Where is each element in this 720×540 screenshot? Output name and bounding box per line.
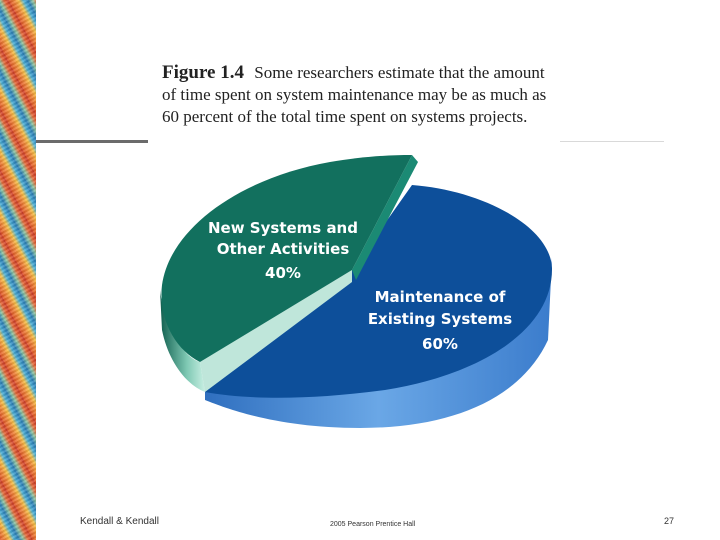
figure-caption: Figure 1.4 Some researchers estimate tha… (162, 62, 582, 128)
pie-slice-new-systems-edge2 (352, 155, 418, 280)
label-maintenance-line2: Existing Systems (368, 310, 512, 328)
divider-rule-right (560, 141, 664, 142)
caption-line-3: 60 percent of the total time spent on sy… (162, 107, 528, 126)
footer-copyright: 2005 Pearson Prentice Hall (330, 521, 416, 528)
label-maintenance-value: 60% (422, 335, 458, 353)
footer-author: Kendall & Kendall (80, 516, 159, 527)
page-number: 27 (664, 516, 675, 526)
label-new-systems-line1: New Systems and (208, 219, 358, 237)
label-maintenance-line1: Maintenance of (375, 288, 506, 306)
divider-rule (36, 140, 148, 143)
caption-line-2: of time spent on system maintenance may … (162, 85, 547, 104)
figure-label: Figure 1.4 (162, 62, 244, 83)
pie-slice-new-systems (161, 155, 412, 362)
pie-slice-maintenance (205, 185, 553, 398)
label-new-systems-value: 40% (265, 264, 301, 282)
label-new-systems-line2: Other Activities (217, 240, 350, 258)
pie-slice-new-systems-side (160, 290, 205, 392)
caption-line-1: Some researchers estimate that the amoun… (254, 63, 545, 82)
pie-slice-new-systems-edge (200, 270, 352, 392)
decorative-strip (0, 0, 36, 540)
